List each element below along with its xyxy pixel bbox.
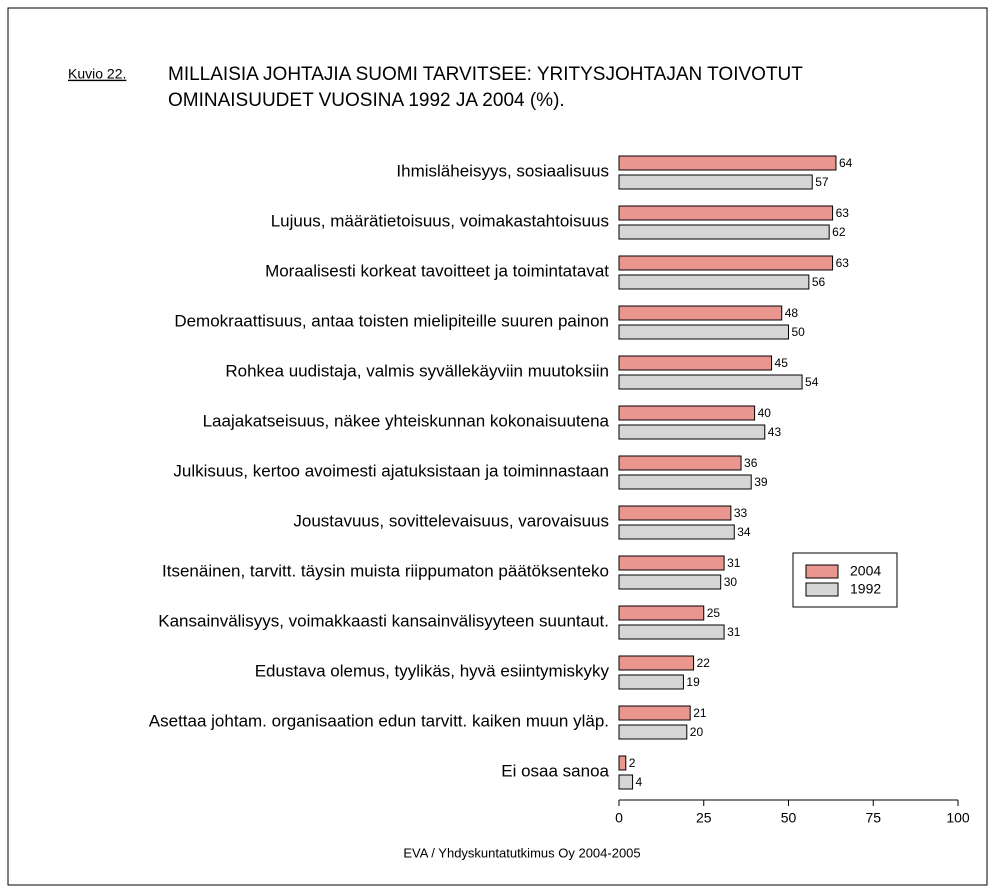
bar — [618, 674, 684, 690]
chart-title: MILLAISIA JOHTAJIA SUOMI TARVITSEE: YRIT… — [168, 64, 803, 85]
value-label: 39 — [754, 475, 768, 489]
legend-swatch — [805, 582, 839, 597]
category-label: Asettaa johtam. organisaation edun tarvi… — [149, 711, 609, 730]
value-label: 57 — [815, 175, 829, 189]
bar — [618, 424, 766, 440]
category-label: Julkisuus, kertoo avoimesti ajatuksistaa… — [173, 461, 609, 480]
bar — [618, 624, 725, 640]
bar — [618, 255, 834, 271]
x-tick-label: 100 — [946, 810, 970, 826]
value-label: 36 — [744, 456, 758, 470]
x-tick-label: 50 — [781, 810, 797, 826]
bar — [618, 324, 789, 340]
value-label: 43 — [768, 425, 782, 439]
bar — [618, 524, 735, 540]
value-label: 56 — [812, 275, 826, 289]
category-label: Kansainvälisyys, voimakkaasti kansainväl… — [158, 611, 609, 630]
legend-label: 1992 — [850, 581, 881, 597]
bar — [618, 474, 752, 490]
frame — [7, 7, 988, 886]
value-label: 25 — [707, 606, 721, 620]
legend-box — [792, 552, 898, 608]
value-label: 62 — [832, 225, 846, 239]
category-label: Edustava olemus, tyylikäs, hyvä esiintym… — [255, 661, 610, 680]
bar — [618, 355, 773, 371]
category-label: Ei osaa sanoa — [501, 761, 609, 780]
value-label: 64 — [839, 156, 853, 170]
value-label: 19 — [686, 675, 700, 689]
legend-swatch — [805, 564, 839, 579]
value-label: 48 — [785, 306, 799, 320]
bar — [618, 374, 803, 390]
category-label: Demokraattisuus, antaa toisten mielipite… — [174, 311, 609, 330]
x-tick-label: 75 — [865, 810, 881, 826]
bar — [618, 155, 837, 171]
value-label: 4 — [636, 775, 643, 789]
bar — [618, 774, 634, 790]
bar — [618, 505, 732, 521]
bar — [618, 305, 783, 321]
value-label: 50 — [792, 325, 806, 339]
value-label: 21 — [693, 706, 707, 720]
value-label: 20 — [690, 725, 704, 739]
category-label: Moraalisesti korkeat tavoitteet ja toimi… — [265, 261, 609, 280]
value-label: 2 — [629, 756, 636, 770]
bar — [618, 174, 813, 190]
category-label: Ihmisläheisyys, sosiaalisuus — [396, 161, 609, 180]
source: EVA / Yhdyskuntatutkimus Oy 2004-2005 — [403, 845, 640, 860]
x-tick-label: 25 — [696, 810, 712, 826]
bar — [618, 724, 688, 740]
category-label: Rohkea uudistaja, valmis syvällekäyviin … — [225, 361, 609, 380]
value-label: 40 — [758, 406, 772, 420]
bar — [618, 755, 627, 771]
category-label: Laajakatseisuus, näkee yhteiskunnan koko… — [203, 411, 610, 430]
bar — [618, 555, 725, 571]
bar — [618, 605, 705, 621]
value-label: 34 — [737, 525, 751, 539]
bar — [618, 274, 810, 290]
value-label: 54 — [805, 375, 819, 389]
value-label: 31 — [727, 625, 741, 639]
bar — [618, 655, 695, 671]
x-tick-label: 0 — [615, 810, 623, 826]
value-label: 30 — [724, 575, 738, 589]
figure-label: Kuvio 22. — [68, 66, 126, 82]
value-label: 22 — [697, 656, 711, 670]
value-label: 63 — [836, 256, 850, 270]
bar — [618, 705, 691, 721]
bar — [618, 205, 834, 221]
value-label: 31 — [727, 556, 741, 570]
value-label: 45 — [775, 356, 789, 370]
value-label: 63 — [836, 206, 850, 220]
category-label: Joustavuus, sovittelevaisuus, varovaisuu… — [293, 511, 609, 530]
bar — [618, 405, 756, 421]
bar — [618, 574, 722, 590]
chart-title: OMINAISUUDET VUOSINA 1992 JA 2004 (%). — [168, 90, 565, 111]
value-label: 33 — [734, 506, 748, 520]
category-label: Lujuus, määrätietoisuus, voimakastahtois… — [271, 211, 609, 230]
legend-label: 2004 — [850, 563, 881, 579]
bar — [618, 224, 830, 240]
bar — [618, 455, 742, 471]
category-label: Itsenäinen, tarvitt. täysin muista riipp… — [162, 561, 609, 580]
